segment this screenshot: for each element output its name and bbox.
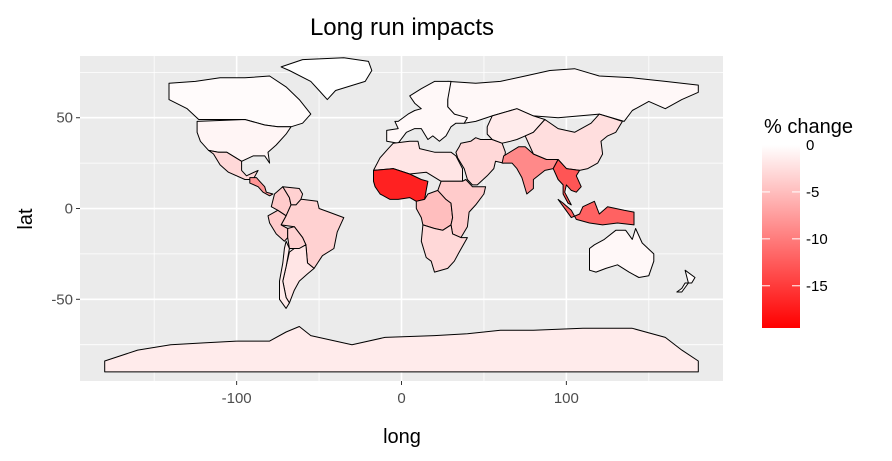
region-southeast-asia [552,159,582,206]
region-north-africa [373,140,463,182]
region-russia [447,68,699,124]
region-southern-africa [420,224,468,273]
y-axis-label: lat [15,208,37,230]
legend-tick-label: 0 [806,137,814,154]
region-new-zealand [676,269,696,293]
x-tick-label: 0 [397,390,405,407]
region-east-africa [437,179,487,239]
legend-tick-label: -15 [806,278,828,295]
region-antarctica [104,326,699,373]
y-tick-label: 50 [56,110,73,127]
legend-colorbar [762,145,800,328]
region-greenland [280,57,373,101]
region-middle-east [455,137,506,186]
region-central-america [249,177,274,197]
legend-ticks: 0 -5 -10 -15 [762,137,828,295]
region-australia [589,228,655,278]
map-regions [104,57,699,373]
legend-tick-label: -10 [806,231,828,248]
region-europe [386,80,468,144]
x-axis-label: long [383,426,421,448]
x-tick-label: 100 [554,390,579,407]
legend-title: % change [764,116,853,138]
region-canada [168,75,312,128]
y-tick-label: 0 [65,201,73,218]
region-mexico [208,149,259,180]
region-chile [279,240,290,309]
region-indonesia [557,198,635,226]
x-tick-label: -100 [222,390,252,407]
legend: % change 0 -5 -10 -15 [762,116,853,328]
y-axis: -50 0 50 [51,110,80,308]
x-axis: -100 0 100 [222,381,579,407]
chart-title: Long run impacts [310,14,494,41]
legend-tick-label: -5 [806,184,819,201]
y-tick-label: -50 [51,291,73,308]
